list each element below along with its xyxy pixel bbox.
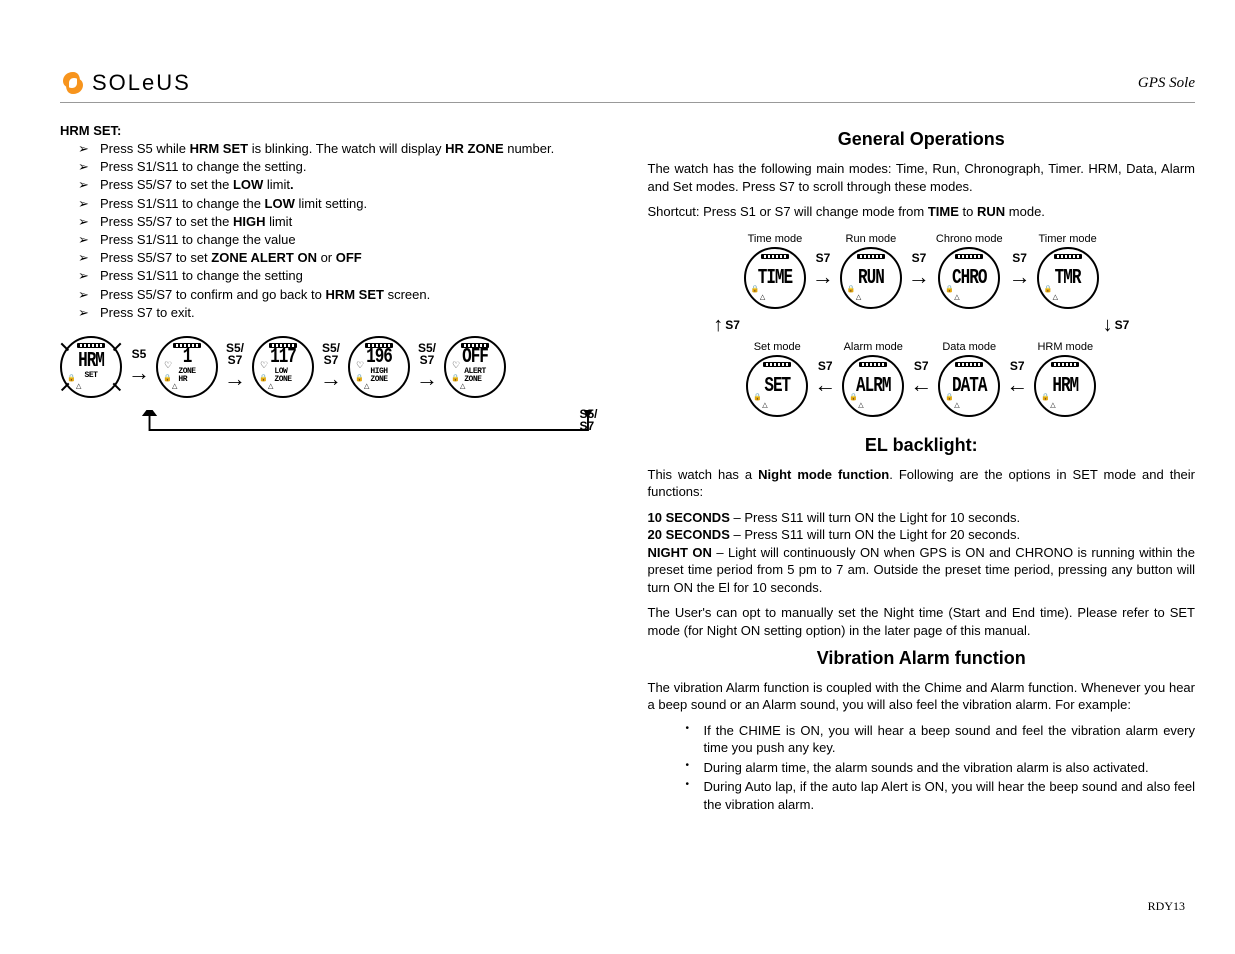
watch-face: 196HIGH ZONE🔒△♡: [348, 336, 410, 398]
flow-arrow: S7←: [1004, 360, 1030, 398]
hrm-step: Press S5 while HRM SET is blinking. The …: [100, 140, 608, 158]
page-header: SOLeUS GPS Sole: [60, 70, 1195, 103]
right-arrow-icon: →: [318, 366, 344, 392]
mode-label: HRM mode: [1037, 341, 1093, 353]
watch-circle: 117LOW ZONE🔒△♡: [252, 336, 314, 398]
flow-arrow: S7→: [906, 252, 932, 290]
watch-circle: TMR🔒△: [1037, 247, 1099, 309]
flow-arrow: S5→: [126, 348, 152, 386]
vib-example-item: If the CHIME is ON, you will hear a beep…: [704, 722, 1196, 757]
watch-face: OFFALERT ZONE🔒△♡: [444, 336, 506, 398]
right-arrow-icon: →: [810, 264, 836, 290]
vib-intro: The vibration Alarm function is coupled …: [648, 679, 1196, 714]
vibration-alarm-heading: Vibration Alarm function: [648, 648, 1196, 669]
mode-label: Timer mode: [1038, 233, 1096, 245]
el-intro: This watch has a Night mode function. Fo…: [648, 466, 1196, 501]
watch-circle: HRMSET🔒△: [60, 336, 122, 398]
genops-shortcut: Shortcut: Press S1 or S7 will change mod…: [648, 203, 1196, 221]
down-arrow-icon: ↓: [1103, 315, 1113, 335]
mode-label: Set mode: [754, 341, 801, 353]
watch-face: Timer mode TMR🔒△: [1037, 233, 1099, 309]
vib-example-list: If the CHIME is ON, you will hear a beep…: [648, 722, 1196, 814]
mode-label: Data mode: [942, 341, 996, 353]
header-right-label: GPS Sole: [1138, 75, 1195, 92]
left-arrow-icon: ←: [908, 372, 934, 398]
watch-circle: RUN🔒△: [840, 247, 902, 309]
hrm-step: Press S5/S7 to set ZONE ALERT ON or OFF: [100, 249, 608, 267]
el-backlight-heading: EL backlight:: [648, 435, 1196, 456]
vconn-right: ↓ S7: [1103, 315, 1130, 335]
hrm-step: Press S1/S11 to change the setting.: [100, 158, 608, 176]
footer-code: RDY13: [1148, 899, 1185, 914]
mode-label: Chrono mode: [936, 233, 1003, 245]
flow-arrow: S7←: [908, 360, 934, 398]
loop-arrow-label: S5/ S7: [579, 408, 597, 432]
brand-name: SOLeUS: [92, 70, 191, 96]
hrm-steps-list: Press S5 while HRM SET is blinking. The …: [60, 140, 608, 322]
watch-circle: ALRM🔒△: [842, 355, 904, 417]
vib-example-item: During Auto lap, if the auto lap Alert i…: [704, 778, 1196, 813]
watch-face: 117LOW ZONE🔒△♡: [252, 336, 314, 398]
watch-face: HRM mode HRM🔒△: [1034, 341, 1096, 417]
general-operations-heading: General Operations: [648, 129, 1196, 150]
watch-circle: DATA🔒△: [938, 355, 1000, 417]
el-opt-nighton: NIGHT ON – Light will continuously ON wh…: [648, 544, 1196, 597]
flow-arrow: S5/ S7→: [414, 342, 440, 392]
vconn-left: ↑ S7: [713, 315, 740, 335]
hrm-step: Press S1/S11 to change the setting: [100, 267, 608, 285]
watch-circle: 1ZONE HR🔒△♡: [156, 336, 218, 398]
watch-face: Alarm mode ALRM🔒△: [842, 341, 904, 417]
right-arrow-icon: →: [126, 360, 152, 386]
left-arrow-icon: ←: [1004, 372, 1030, 398]
flow-arrow: S7→: [810, 252, 836, 290]
hrm-step: Press S5/S7 to set the LOW limit.: [100, 176, 608, 194]
soleus-mark-icon: [60, 70, 86, 96]
watch-face: 1ZONE HR🔒△♡: [156, 336, 218, 398]
watch-face: Data mode DATA🔒△: [938, 341, 1000, 417]
left-column: HRM SET: Press S5 while HRM SET is blink…: [60, 123, 608, 815]
watch-circle: HRM🔒△: [1034, 355, 1096, 417]
vib-example-item: During alarm time, the alarm sounds and …: [704, 759, 1196, 777]
watch-face: Run mode RUN🔒△: [840, 233, 902, 309]
content-columns: HRM SET: Press S5 while HRM SET is blink…: [60, 123, 1195, 815]
mode-label: Time mode: [748, 233, 803, 245]
el-opt-20s: 20 SECONDS – Press S11 will turn ON the …: [648, 526, 1196, 544]
hrm-step: Press S1/S11 to change the LOW limit set…: [100, 195, 608, 213]
watch-circle: OFFALERT ZONE🔒△♡: [444, 336, 506, 398]
brand-logo: SOLeUS: [60, 70, 191, 96]
watch-face: Chrono mode CHRO🔒△: [936, 233, 1003, 309]
hrm-step: Press S1/S11 to change the value: [100, 231, 608, 249]
right-column: General Operations The watch has the fol…: [648, 123, 1196, 815]
hrm-step: Press S5/S7 to confirm and go back to HR…: [100, 286, 608, 304]
right-arrow-icon: →: [414, 366, 440, 392]
up-arrow-icon: ↑: [713, 315, 723, 335]
hrm-flow-diagram: HRMSET🔒△S5→1ZONE HR🔒△♡S5/ S7→117LOW ZONE…: [60, 332, 608, 462]
watch-face: Set mode SET🔒△: [746, 341, 808, 417]
flow-arrow: S7→: [1007, 252, 1033, 290]
left-arrow-icon: ←: [812, 372, 838, 398]
right-arrow-icon: →: [906, 264, 932, 290]
el-outro: The User's can opt to manually set the N…: [648, 604, 1196, 639]
watch-circle: CHRO🔒△: [938, 247, 1000, 309]
watch-face: HRMSET🔒△: [60, 336, 122, 398]
mode-flow-diagram: Time modeTIME🔒△S7→Run modeRUN🔒△S7→Chrono…: [648, 229, 1196, 421]
flow-arrow: S7←: [812, 360, 838, 398]
watch-circle: TIME🔒△: [744, 247, 806, 309]
flow-arrow: S5/ S7→: [318, 342, 344, 392]
hrm-step: Press S7 to exit.: [100, 304, 608, 322]
hrm-set-title: HRM SET:: [60, 123, 608, 138]
watch-face: Time mode TIME🔒△: [744, 233, 806, 309]
genops-intro: The watch has the following main modes: …: [648, 160, 1196, 195]
watch-circle: 196HIGH ZONE🔒△♡: [348, 336, 410, 398]
mode-label: Alarm mode: [844, 341, 903, 353]
right-arrow-icon: →: [1007, 264, 1033, 290]
hrm-step: Press S5/S7 to set the HIGH limit: [100, 213, 608, 231]
right-arrow-icon: →: [222, 366, 248, 392]
el-opt-10s: 10 SECONDS – Press S11 will turn ON the …: [648, 509, 1196, 527]
flow-arrow: S5/ S7→: [222, 342, 248, 392]
mode-label: Run mode: [846, 233, 897, 245]
watch-circle: SET🔒△: [746, 355, 808, 417]
